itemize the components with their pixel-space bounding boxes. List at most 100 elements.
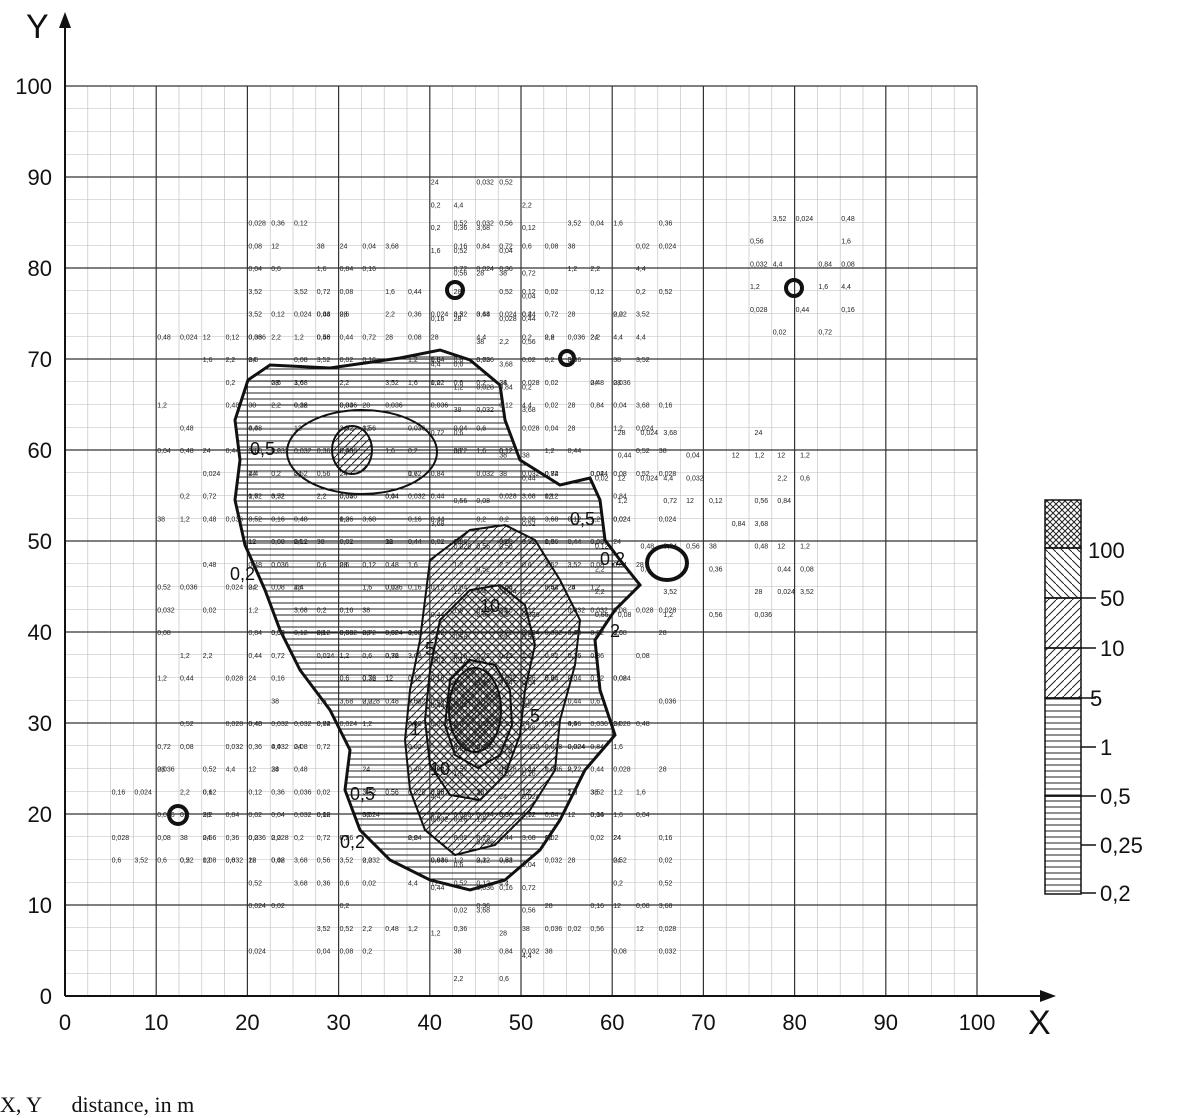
measurement-value: 0,04 <box>613 403 627 410</box>
contour-label: 2 <box>610 621 620 641</box>
measurement-value: 24 <box>248 471 256 478</box>
measurement-value: 0,84 <box>777 498 791 505</box>
measurement-value: 0,2 <box>180 858 190 865</box>
measurement-value: 0,52 <box>340 926 354 933</box>
x-tick-label: 40 <box>418 1010 442 1035</box>
measurement-value: 0,36 <box>271 221 285 228</box>
measurement-value: 0,48 <box>180 448 194 455</box>
measurement-value: 0,52 <box>613 858 627 865</box>
measurement-value: 0,72 <box>545 312 559 319</box>
measurement-value: 0,036 <box>476 885 494 892</box>
measurement-value: 0,12 <box>294 403 308 410</box>
measurement-value: 0,12 <box>271 312 285 319</box>
measurement-value: 4,4 <box>841 284 851 291</box>
measurement-value: 24 <box>271 767 279 774</box>
measurement-value: 1,6 <box>476 448 486 455</box>
measurement-value: 0,02 <box>431 630 445 637</box>
measurement-value: 0,84 <box>317 721 331 728</box>
contour-label: 0,5 <box>350 784 375 804</box>
measurement-value: 0,36 <box>317 448 331 455</box>
measurement-value: 0,12 <box>476 698 490 705</box>
measurement-value: 12 <box>431 653 439 660</box>
measurement-value: 0,72 <box>568 767 582 774</box>
measurement-value: 1,6 <box>636 789 646 796</box>
measurement-value: 0,04 <box>613 562 627 569</box>
measurement-value: 0,024 <box>248 949 266 956</box>
measurement-value: 28 <box>499 635 507 642</box>
measurement-value: 0,44 <box>499 585 513 592</box>
measurement-value: 4,4 <box>226 767 236 774</box>
measurement-value: 0,12 <box>499 653 513 660</box>
measurement-value: 0,04 <box>522 293 536 300</box>
measurement-value: 0,48 <box>203 562 217 569</box>
measurement-value: 0,48 <box>180 425 194 432</box>
measurement-value: 0,48 <box>248 562 262 569</box>
measurement-value: 0,08 <box>157 835 171 842</box>
measurement-value: 0,02 <box>271 858 285 865</box>
isolated-contours <box>167 278 804 826</box>
measurement-value: 0,028 <box>362 698 380 705</box>
measurement-value: 0,56 <box>454 498 468 505</box>
measurement-value: 0,036 <box>454 812 472 819</box>
x-tick-label: 70 <box>691 1010 715 1035</box>
measurement-value: 0,036 <box>590 721 608 728</box>
measurement-value: 0,48 <box>385 698 399 705</box>
measurement-value: 1,2 <box>590 516 600 523</box>
measurement-value: 0,024 <box>613 516 631 523</box>
measurement-value: 0,028 <box>613 721 631 728</box>
measurement-value: 1,6 <box>499 676 509 683</box>
measurement-value: 0,08 <box>613 607 627 614</box>
measurement-value: 0,2 <box>476 585 486 592</box>
measurement-value: 0,84 <box>545 676 559 683</box>
measurement-value: 38 <box>499 380 507 387</box>
measurement-value: 0,04 <box>454 585 468 592</box>
measurement-value: 1,2 <box>590 585 600 592</box>
measurement-value: 0,12 <box>522 225 536 232</box>
measurement-value: 3,52 <box>385 380 399 387</box>
measurement-value: 0,12 <box>431 585 445 592</box>
measurement-value: 0,032 <box>271 448 289 455</box>
measurement-value: 0,44 <box>431 703 445 710</box>
measurement-value: 0,2 <box>454 744 464 751</box>
measurement-value: 0,12 <box>522 289 536 296</box>
measurement-value: 0,56 <box>385 789 399 796</box>
measurement-value: 2,2 <box>545 334 555 341</box>
measurement-value: 0,52 <box>180 858 194 865</box>
measurement-value: 0,08 <box>476 498 490 505</box>
measurement-value: 3,52 <box>522 630 536 637</box>
measurement-value: 28 <box>157 767 165 774</box>
measurement-value: 0,36 <box>476 903 490 910</box>
measurement-value: 3,68 <box>522 494 536 501</box>
measurement-value: 12 <box>545 494 553 501</box>
measurement-value: 0,16 <box>431 316 445 323</box>
measurement-value: 2,2 <box>340 380 350 387</box>
measurement-value: 0,56 <box>454 271 468 278</box>
isolated-contour <box>445 280 465 300</box>
measurement-value: 0,036 <box>248 334 266 341</box>
legend-label: 100 <box>1088 538 1125 563</box>
measurement-value: 0,036 <box>568 334 586 341</box>
measurement-value: 0,036 <box>248 835 266 842</box>
measurement-value: 0,02 <box>545 403 559 410</box>
measurement-value: 0,6 <box>340 676 350 683</box>
measurement-value: 0,028 <box>499 494 517 501</box>
measurement-value: 4,4 <box>248 425 258 432</box>
measurement-value: 0,44 <box>545 585 559 592</box>
measurement-value: 1,2 <box>499 721 509 728</box>
measurement-value: 0,52 <box>659 289 673 296</box>
isolated-contour <box>167 804 189 826</box>
measurement-value: 0,72 <box>203 494 217 501</box>
measurement-value: 0,52 <box>454 248 468 255</box>
measurement-value: 0,032 <box>157 607 175 614</box>
measurement-value: 0,72 <box>317 744 331 751</box>
measurement-value: 0,6 <box>522 698 532 705</box>
measurement-value: 38 <box>385 539 393 546</box>
measurement-value: 1,2 <box>663 612 673 619</box>
measurement-value: 24 <box>590 334 598 341</box>
measurement-value: 0,72 <box>431 430 445 437</box>
measurement-value: 0,12 <box>317 812 331 819</box>
measurement-value: 4,4 <box>636 334 646 341</box>
measurement-value: 0,04 <box>157 448 171 455</box>
measurement-value: 3,52 <box>454 744 468 751</box>
measurement-value: 4,4 <box>476 334 486 341</box>
